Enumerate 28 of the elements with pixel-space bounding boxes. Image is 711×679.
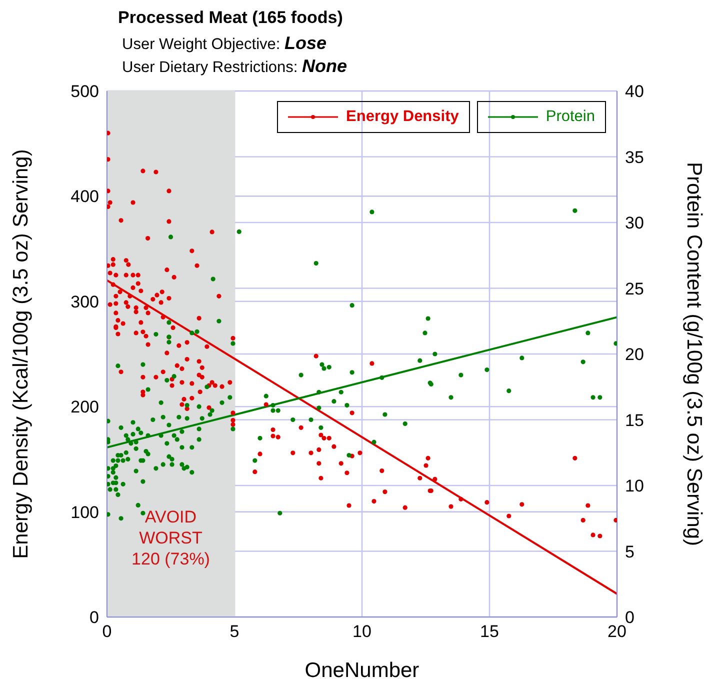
y-tick-label: 0 bbox=[90, 608, 99, 628]
chart-title: Processed Meat (165 foods) bbox=[118, 8, 343, 28]
y2-tick-label: 0 bbox=[625, 608, 634, 628]
y-tick-label: 400 bbox=[70, 187, 99, 206]
y2-tick-label: 15 bbox=[625, 410, 644, 430]
y2-tick-label: 40 bbox=[625, 82, 644, 102]
y2-tick-label: 10 bbox=[625, 476, 644, 496]
x-tick-label: 20 bbox=[608, 622, 626, 642]
band-label: AVOID WORST 120 (73%) bbox=[132, 507, 210, 568]
y2-tick-label: 20 bbox=[625, 345, 644, 364]
y2-tick-label: 5 bbox=[625, 542, 634, 562]
x-tick-label: 0 bbox=[102, 622, 112, 642]
legend-label: Energy Density bbox=[346, 108, 459, 126]
y2-axis-title: Protein Content (g/100g (3.5 oz) Serving) bbox=[682, 162, 706, 546]
x-tick-label: 5 bbox=[230, 622, 240, 642]
y-tick-label: 500 bbox=[70, 82, 99, 102]
y2-tick-label: 35 bbox=[625, 148, 644, 167]
y-tick-label: 300 bbox=[70, 292, 99, 312]
y-axis-title: Energy Density (Kcal/100g (3.5 oz) Serving) bbox=[10, 149, 33, 559]
x-axis-title: OneNumber bbox=[304, 659, 420, 679]
y-tick-label: 100 bbox=[70, 502, 99, 522]
x-tick-label: 15 bbox=[480, 622, 499, 642]
y2-tick-label: 25 bbox=[625, 279, 644, 298]
x-tick-label: 10 bbox=[352, 622, 372, 642]
y2-tick-label: 30 bbox=[625, 214, 644, 233]
legend-label: Protein bbox=[546, 108, 595, 126]
y-tick-label: 200 bbox=[70, 398, 99, 417]
chart-subtitle: User Weight Objective: Lose User Dietary Restrictions: None bbox=[122, 33, 348, 77]
